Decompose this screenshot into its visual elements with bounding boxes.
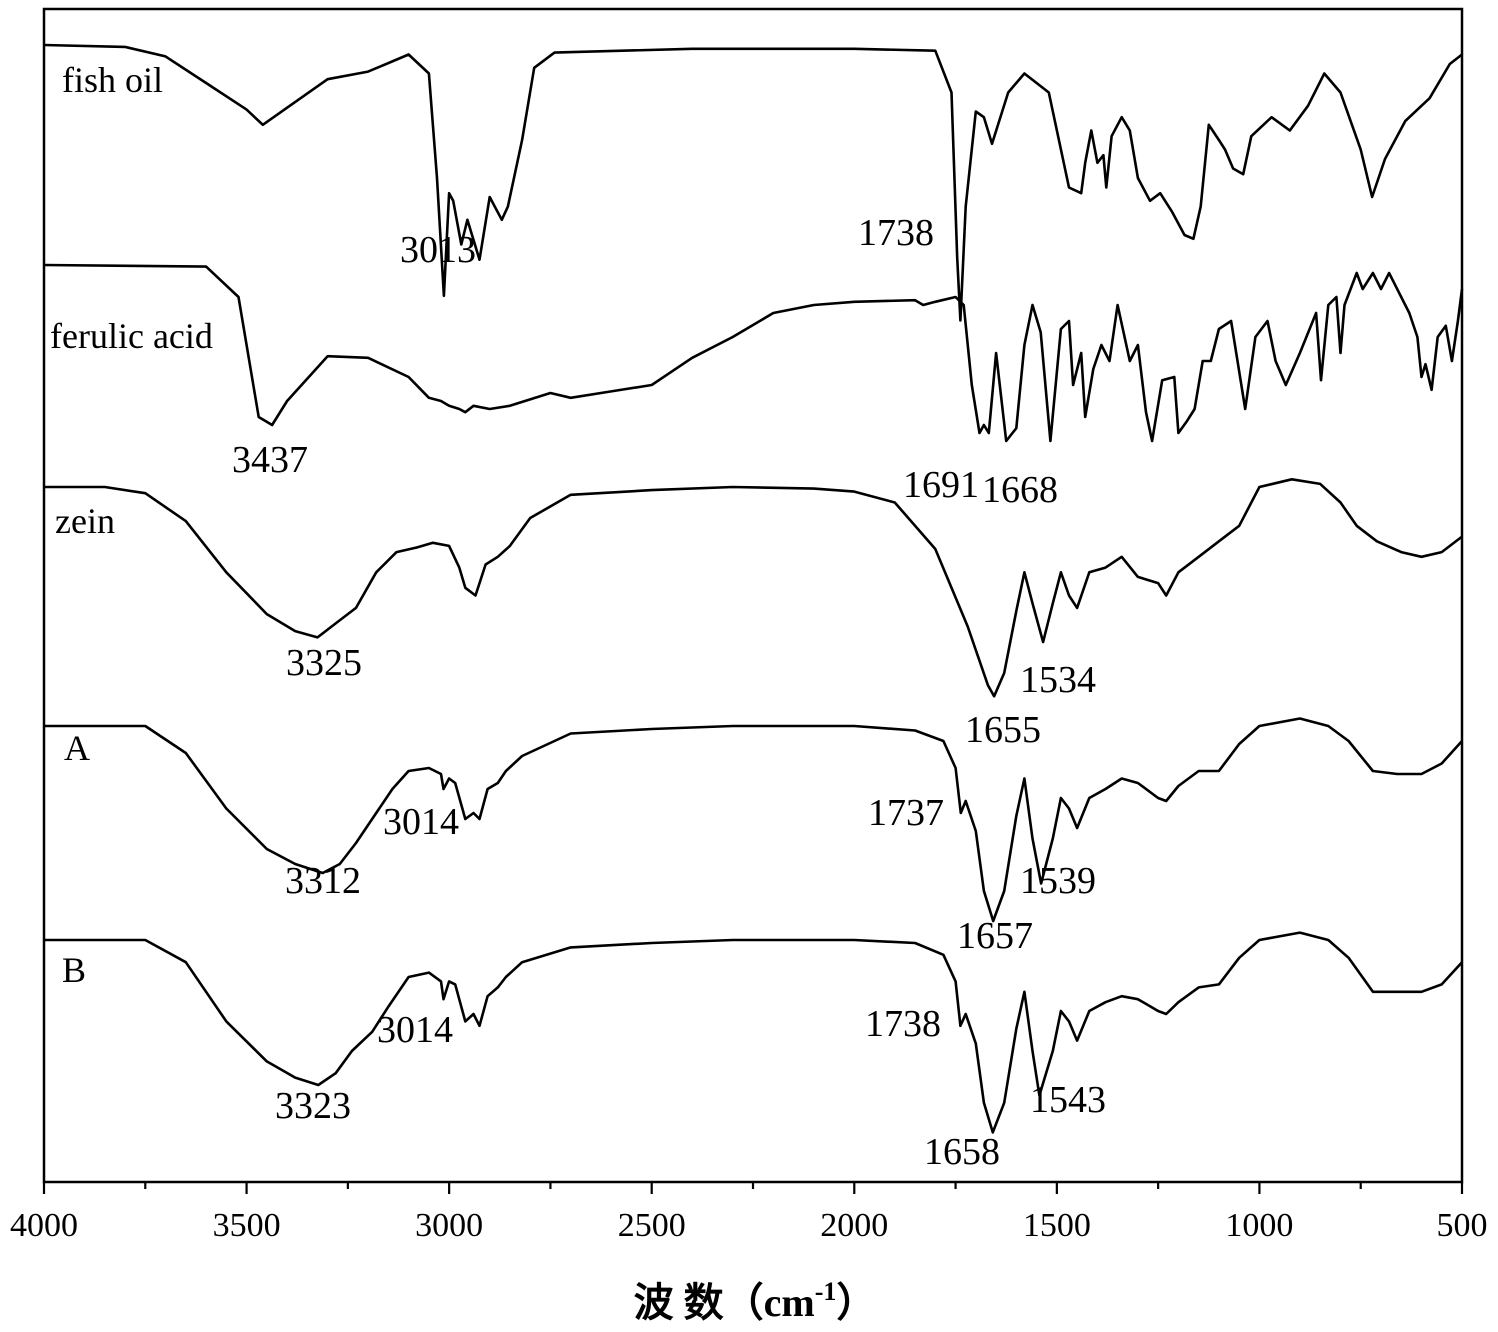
x-tick-label: 3500 — [213, 1207, 281, 1244]
peak-label: 1691 — [903, 464, 979, 506]
peak-label: 3013 — [400, 229, 476, 271]
series-label: A — [64, 728, 90, 768]
x-tick-label: 2000 — [820, 1207, 888, 1244]
x-tick-label: 4000 — [10, 1207, 78, 1244]
peak-label: 1657 — [957, 915, 1033, 957]
peak-label: 1738 — [865, 1003, 941, 1045]
x-axis-ticks — [44, 1182, 1462, 1194]
peak-label: 3437 — [232, 439, 308, 481]
peak-label: 3325 — [286, 642, 362, 684]
x-tick-label: 1500 — [1023, 1207, 1091, 1244]
x-axis-tick-labels: 4000 3500 3000 2500 2000 1500 1000 500 — [10, 1207, 1488, 1244]
spectrum-b — [44, 933, 1462, 1133]
peak-label: 1543 — [1030, 1079, 1106, 1121]
spectrum-zein — [44, 479, 1462, 696]
x-tick-label: 500 — [1437, 1207, 1488, 1244]
spectrum-fish-oil — [44, 45, 1462, 321]
peak-label: 1737 — [868, 792, 944, 834]
series-label: zein — [55, 501, 115, 541]
peak-label: 1534 — [1020, 659, 1096, 701]
x-axis-title: 波 数（cm-1） — [634, 1277, 877, 1325]
series-label: B — [62, 950, 86, 990]
series-label: ferulic acid — [50, 316, 213, 356]
peak-labels: 3013 1738 3437 16911668 3325 1655 1534 3312 3014… — [232, 212, 1106, 1173]
peak-label: 3323 — [275, 1085, 351, 1127]
plot-frame — [44, 9, 1462, 1182]
x-tick-label: 3000 — [415, 1207, 483, 1244]
spectrum-a — [44, 719, 1462, 922]
peak-label: 1658 — [924, 1131, 1000, 1173]
x-tick-label: 1000 — [1225, 1207, 1293, 1244]
peak-label: 1539 — [1020, 860, 1096, 902]
peak-label: 3014 — [383, 801, 459, 843]
peak-label: 1668 — [982, 469, 1058, 511]
peak-label: 3014 — [377, 1009, 453, 1051]
series-label: fish oil — [62, 60, 163, 100]
x-tick-label: 2500 — [618, 1207, 686, 1244]
peak-label: 1738 — [858, 212, 934, 254]
peak-label: 3312 — [285, 860, 361, 902]
peak-label: 1655 — [965, 709, 1041, 751]
spectrum-ferulic-acid — [44, 265, 1462, 441]
spectra — [44, 45, 1462, 1132]
